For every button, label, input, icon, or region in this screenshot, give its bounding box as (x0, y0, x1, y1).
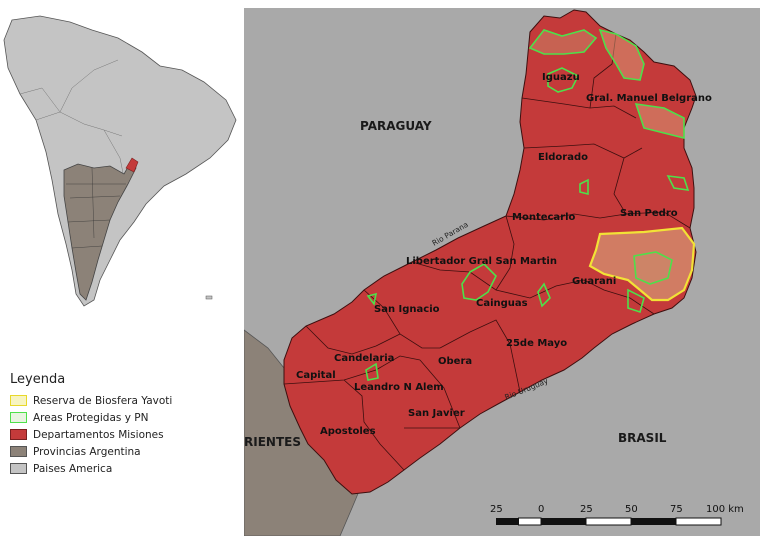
dept-label-guarani: Guarani (572, 276, 616, 287)
main-map: PARAGUAY BRASIL RIENTES Rio Parana Rio U… (244, 8, 760, 536)
dept-label-25-de-mayo: 25de Mayo (506, 338, 567, 349)
misiones-highlight (125, 157, 139, 173)
legend-label: Areas Protegidas y PN (33, 411, 149, 424)
legend: Leyenda Reserva de Biosfera Yavoti Areas… (10, 372, 240, 482)
legend-swatch-provinces (10, 446, 27, 457)
scale-segment (631, 518, 676, 525)
legend-item: Provincias Argentina (10, 443, 240, 460)
inset-map (0, 8, 240, 308)
department-borders (283, 33, 691, 471)
protected-area-in-reserve (633, 251, 673, 285)
dept-label-cainguas: Cainguas (476, 298, 528, 309)
caption (240, 538, 760, 546)
scale-segment (675, 517, 722, 526)
misiones-province (283, 9, 697, 495)
dept-label-leandro-n-alem: Leandro N Alem (354, 382, 444, 393)
argentina-shape (63, 159, 137, 301)
south-america-shape (3, 15, 237, 307)
dept-label-belgrano: Gral. Manuel Belgrano (586, 93, 712, 104)
legend-swatch-countries (10, 463, 27, 474)
dept-label-iguazu: Iguazu (542, 72, 580, 83)
scale-segment (541, 518, 586, 525)
scale-label: 25 (490, 504, 503, 515)
country-label-paraguay: PARAGUAY (360, 119, 432, 133)
legend-swatch-protected (10, 412, 27, 423)
inset-map-svg (3, 15, 237, 307)
dept-label-eldorado: Eldorado (538, 152, 588, 163)
legend-item: Departamentos Misiones (10, 426, 240, 443)
legend-label: Reserva de Biosfera Yavoti (33, 394, 173, 407)
legend-item: Areas Protegidas y PN (10, 409, 240, 426)
legend-swatch-departments (10, 429, 27, 440)
dept-label-libertador: Libertador Gral San Martin (406, 256, 557, 267)
dept-label-san-pedro: San Pedro (620, 208, 678, 219)
scale-label: 100 km (706, 504, 744, 515)
legend-item: Paises America (10, 460, 240, 477)
country-label-brasil: BRASIL (618, 431, 667, 445)
scale-segment (585, 517, 632, 526)
scale-segment (518, 517, 542, 526)
main-map-svg: PARAGUAY BRASIL RIENTES Rio Parana Rio U… (244, 9, 744, 536)
scale-label: 75 (670, 504, 683, 515)
country-label-corrientes: RIENTES (244, 435, 301, 449)
legend-label: Provincias Argentina (33, 445, 141, 458)
legend-label: Paises America (33, 462, 113, 475)
dept-label-san-ignacio: San Ignacio (374, 304, 440, 315)
scale-label: 25 (580, 504, 593, 515)
dept-label-montecarlo: Montecarlo (512, 212, 576, 223)
dept-label-apostoles: Apostoles (320, 426, 376, 437)
scale-bar: 25 0 25 50 75 100 km (490, 504, 744, 526)
scale-segment (496, 518, 519, 525)
dept-label-capital: Capital (296, 370, 336, 381)
legend-swatch-biosphere (10, 395, 27, 406)
protected-areas (365, 28, 690, 381)
scale-label: 50 (625, 504, 638, 515)
dept-label-candelaria: Candelaria (334, 353, 394, 364)
legend-label: Departamentos Misiones (33, 428, 164, 441)
dept-label-obera: Obera (438, 356, 472, 367)
legend-item: Reserva de Biosfera Yavoti (10, 392, 240, 409)
dept-label-san-javier: San Javier (408, 408, 465, 419)
legend-title: Leyenda (10, 372, 66, 387)
scale-label: 0 (538, 504, 544, 515)
